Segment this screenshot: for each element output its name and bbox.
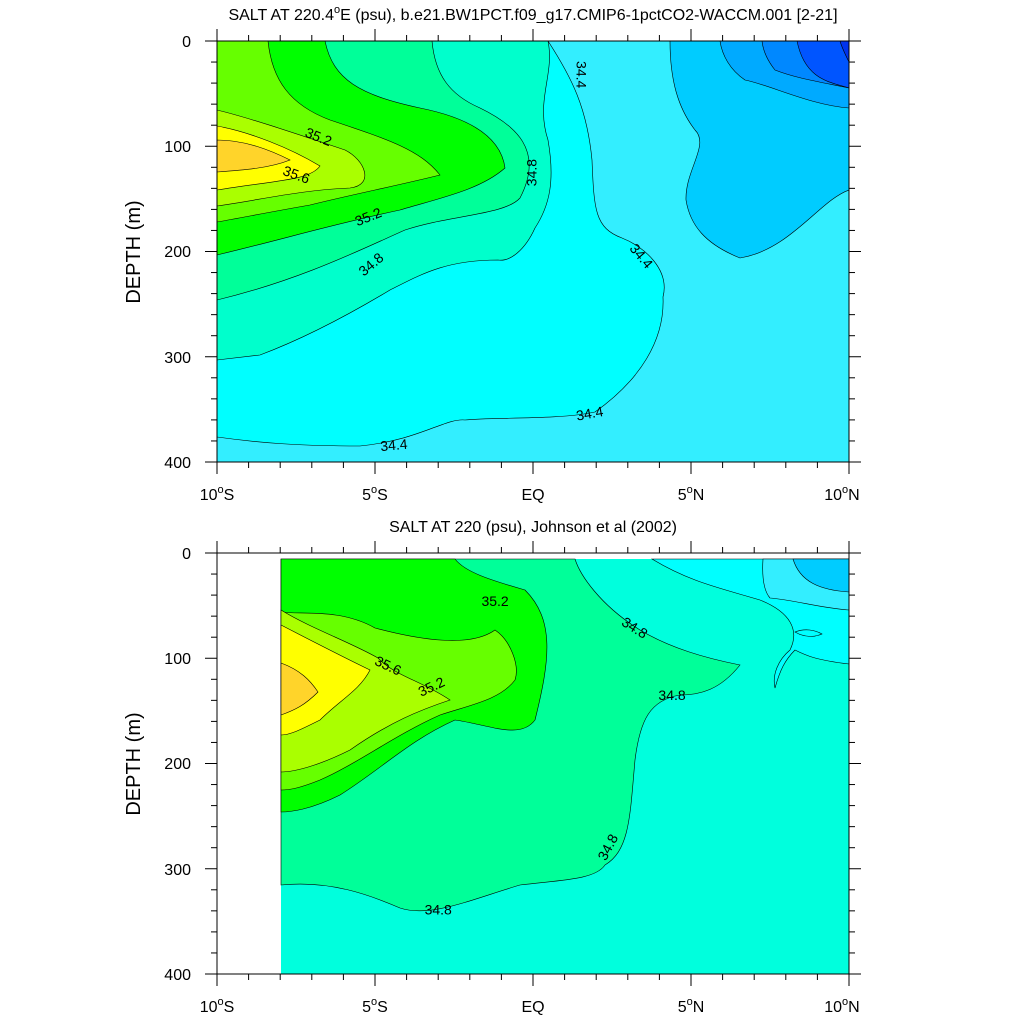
bottom-contour-label-4: 34.8	[658, 687, 685, 703]
top-y-axis-label: DEPTH (m)	[123, 200, 145, 303]
bottom-x-tick-5s: 5oS	[362, 996, 388, 1016]
top-axes: 0 100 200 300 400 10oS 5oS EQ 5oN 10oN D…	[123, 29, 861, 504]
top-y-tick-0: 0	[182, 34, 191, 51]
bottom-y-tick-100: 100	[164, 651, 191, 668]
bottom-fill-36-8	[280, 624, 371, 736]
top-fill-34-0	[217, 41, 849, 462]
top-panel: SALT AT 220.4oE (psu), b.e21.BW1PCT.f09_…	[123, 4, 861, 504]
top-y-tick-400: 400	[164, 455, 191, 472]
top-y-tick-300: 300	[164, 350, 191, 367]
top-x-tick-10s: 10oS	[200, 484, 235, 504]
top-contour-label-4: 34.8	[524, 159, 540, 186]
bottom-tick-marks	[205, 541, 861, 986]
bottom-y-axis-label: DEPTH (m)	[123, 712, 145, 815]
bottom-y-tick-400: 400	[164, 967, 191, 984]
bottom-x-tick-10s: 10oS	[200, 996, 235, 1016]
bottom-axes: 0 100 200 300 400 10oS 5oS EQ 5oN 10oN D…	[123, 541, 861, 1016]
top-contour-label-5: 34.4	[574, 61, 590, 88]
bottom-x-tick-eq: EQ	[521, 999, 544, 1016]
top-x-tick-10n: 10oN	[824, 484, 859, 504]
top-x-tick-5s: 5oS	[362, 484, 388, 504]
bottom-inner-contour	[794, 629, 823, 637]
bottom-y-tick-200: 200	[164, 756, 191, 773]
bottom-y-tick-labels: 0 100 200 300 400	[164, 546, 191, 984]
top-y-tick-100: 100	[164, 139, 191, 156]
bottom-y-tick-300: 300	[164, 862, 191, 879]
top-x-tick-eq: EQ	[521, 487, 544, 504]
bottom-fill-37-2	[280, 662, 319, 716]
bottom-x-tick-10n: 10oN	[824, 996, 859, 1016]
top-panel-title: SALT AT 220.4oE (psu), b.e21.BW1PCT.f09_…	[228, 4, 837, 24]
top-fill-32-0	[839, 41, 849, 63]
top-y-tick-labels: 0 100 200 300 400	[164, 34, 191, 472]
top-x-tick-5n: 5oN	[678, 484, 705, 504]
top-fill-37-2	[217, 139, 291, 173]
bottom-salinity-field	[280, 558, 849, 974]
bottom-y-tick-0: 0	[182, 546, 191, 563]
bottom-x-tick-5n: 5oN	[678, 996, 705, 1016]
top-salinity-field	[217, 41, 849, 462]
bottom-contour-label-6: 34.8	[425, 902, 452, 918]
top-x-tick-labels: 10oS 5oS EQ 5oN 10oN	[200, 484, 860, 504]
top-tick-marks	[205, 29, 861, 474]
top-y-tick-200: 200	[164, 244, 191, 261]
top-contour-label-7: 34.4	[575, 403, 605, 424]
bottom-x-tick-labels: 10oS 5oS EQ 5oN 10oN	[200, 996, 860, 1016]
bottom-contour-label-0: 35.2	[481, 593, 508, 609]
bottom-panel: SALT AT 220 (psu), Johnson et al (2002) …	[123, 519, 861, 1016]
top-contour-label-8: 34.4	[380, 436, 409, 454]
bottom-panel-title: SALT AT 220 (psu), Johnson et al (2002)	[389, 519, 677, 536]
